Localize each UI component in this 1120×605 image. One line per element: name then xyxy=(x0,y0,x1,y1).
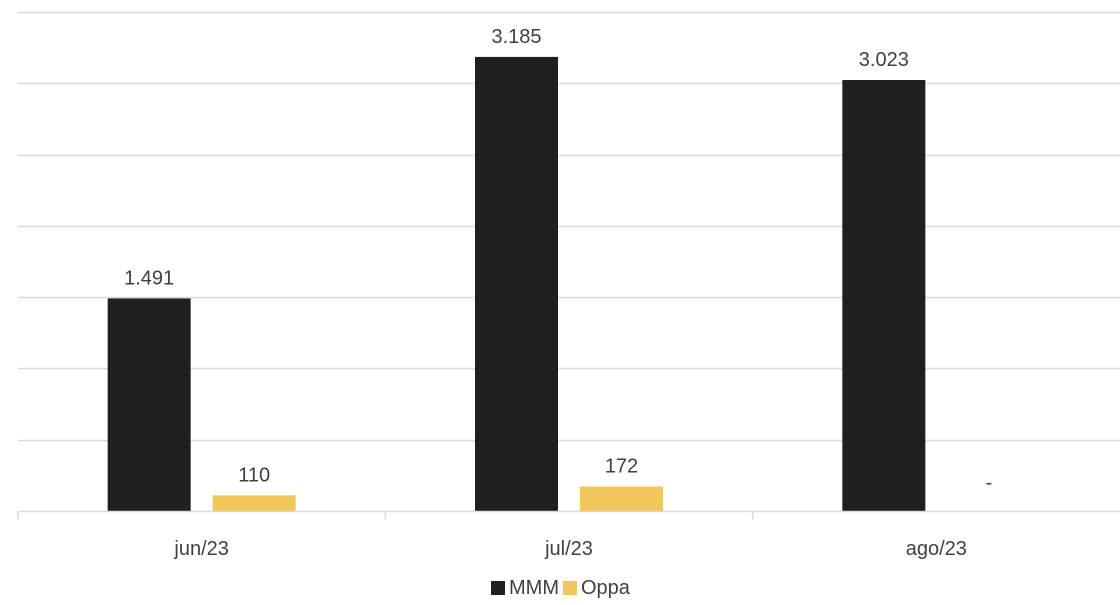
data-label-mmm-jun-23: 1.491 xyxy=(124,267,174,289)
bar-oppa-jul-23 xyxy=(580,486,663,511)
bar-mmm-jun-23 xyxy=(107,298,191,511)
legend: MMM Oppa xyxy=(491,577,631,599)
x-tick-label: ago/23 xyxy=(906,538,967,560)
legend-label-oppa: Oppa xyxy=(581,577,631,599)
gridlines xyxy=(18,11,1120,442)
x-tick-label: jun/23 xyxy=(173,538,229,560)
bar-mmm-jul-23 xyxy=(475,56,558,511)
legend-label-mmm: MMM xyxy=(509,577,559,599)
x-tick-label: jul/23 xyxy=(544,538,593,560)
data-labels: 1.491 110 3.185 172 3.023 - xyxy=(124,26,992,494)
legend-swatch-mmm xyxy=(491,581,505,595)
data-label-mmm-jul-23: 3.185 xyxy=(491,26,541,48)
bar-oppa-jun-23 xyxy=(212,495,296,511)
legend-swatch-oppa xyxy=(563,581,577,595)
x-axis: jun/23 jul/23 ago/23 xyxy=(17,510,1120,560)
data-label-oppa-jun-23: 110 xyxy=(238,464,270,486)
bars xyxy=(107,56,926,512)
bar-mmm-ago-23 xyxy=(842,80,926,512)
data-label-oppa-jul-23: 172 xyxy=(605,455,638,477)
data-label-oppa-ago-23: - xyxy=(985,472,992,494)
data-label-mmm-ago-23: 3.023 xyxy=(859,49,909,71)
